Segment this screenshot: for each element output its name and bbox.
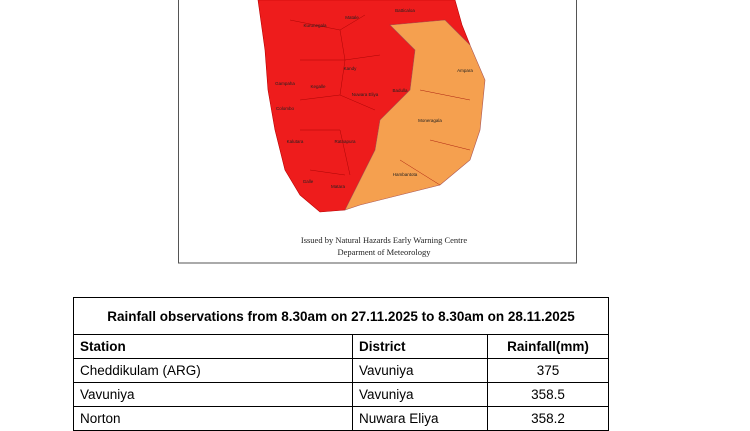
column-header: Station [73, 334, 353, 359]
district-label: Kegalle [310, 84, 326, 89]
table-row: Norton Nuwara Eliya 358.2 [73, 406, 609, 431]
district-label: Badulla [392, 88, 408, 93]
table-cell: Vavuniya [352, 358, 488, 383]
district-label: Galle [303, 179, 314, 184]
district-borders [289, 14, 471, 186]
district-label: Gampaha [275, 81, 295, 86]
table-cell: Cheddikulam (ARG) [73, 358, 353, 383]
district-label: Matale [345, 15, 359, 20]
district-label: Kurunegala [303, 23, 327, 28]
table-cell: Nuwara Eliya [352, 406, 488, 431]
district-label: Kalutara [287, 139, 304, 144]
map-caption: Deparment of Meteorology [338, 247, 432, 257]
table-cell: Norton [73, 406, 353, 431]
table-cell: Vavuniya [352, 382, 488, 407]
district-label: Ampara [457, 68, 473, 73]
orange-warning-area [344, 19, 486, 211]
map-figure: Batticaloa Kurunegala Matale Kandy Gampaha Ke… [178, 0, 577, 264]
district-label: Batticaloa [395, 8, 415, 13]
district-label: Nuwara Eliya [352, 92, 379, 97]
table-cell: 375 [487, 358, 609, 383]
district-label: Matara [331, 184, 346, 189]
table-cell: 358.2 [487, 406, 609, 431]
district-label: Kandy [344, 66, 358, 71]
district-label: Colombo [276, 106, 295, 111]
map-caption: Issued by Natural Hazards Early Warning … [301, 235, 467, 245]
table-cell: Vavuniya [73, 382, 353, 407]
column-header: District [352, 334, 488, 359]
column-header: Rainfall(mm) [487, 334, 609, 359]
table-title: Rainfall observations from 8.30am on 27.… [73, 297, 609, 335]
district-label: Ratnapura [334, 139, 356, 144]
table-cell: 358.5 [487, 382, 609, 407]
district-label: Hambantota [393, 172, 418, 177]
district-label: Moneragala [418, 118, 442, 123]
table-row: Cheddikulam (ARG) Vavuniya 375 [73, 358, 609, 383]
table-row: Vavuniya Vavuniya 358.5 [73, 382, 609, 407]
rainfall-table: Rainfall observations from 8.30am on 27.… [73, 297, 609, 431]
